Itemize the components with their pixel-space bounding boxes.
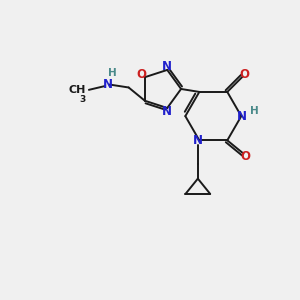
Text: 3: 3 (80, 95, 86, 104)
Text: N: N (162, 105, 172, 118)
Text: N: N (103, 78, 113, 91)
Text: N: N (237, 110, 247, 123)
Text: H: H (108, 68, 117, 78)
Text: H: H (250, 106, 259, 116)
Text: O: O (240, 150, 250, 163)
Text: O: O (239, 68, 249, 81)
Text: CH: CH (69, 85, 86, 95)
Text: N: N (193, 134, 203, 147)
Text: O: O (136, 68, 146, 81)
Text: N: N (162, 60, 172, 73)
